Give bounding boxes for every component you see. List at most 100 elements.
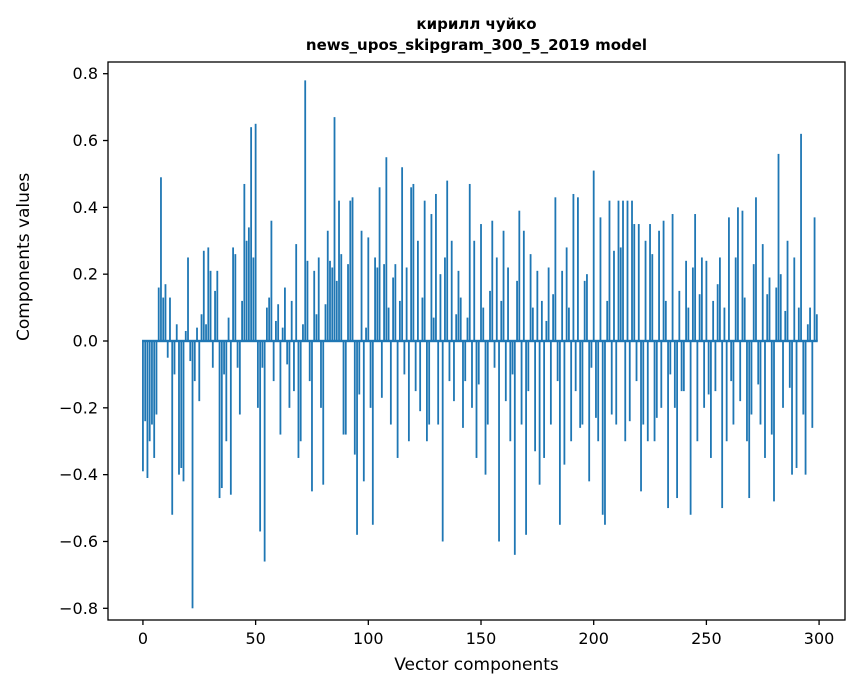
bar: [326, 230, 329, 341]
bar: [705, 260, 708, 341]
bar: [360, 230, 363, 341]
bar: [329, 260, 331, 341]
bar: [421, 297, 424, 341]
bar: [628, 341, 631, 422]
bar: [698, 294, 701, 341]
bar: [498, 341, 500, 542]
bar: [543, 341, 546, 458]
bar: [773, 341, 775, 502]
bar: [664, 300, 667, 341]
bar: [653, 341, 656, 442]
bar: [504, 341, 507, 402]
bar: [667, 341, 669, 509]
bar: [284, 287, 286, 341]
bar: [308, 341, 311, 382]
bar: [453, 341, 455, 402]
bar: [734, 257, 737, 341]
bar: [286, 341, 289, 365]
bar: [673, 341, 676, 408]
bar: [815, 314, 818, 341]
bar: [448, 341, 451, 382]
bar: [750, 341, 753, 415]
bar: [786, 240, 789, 341]
y-tick-label: −0.6: [59, 532, 98, 551]
bar: [538, 341, 541, 485]
bar: [471, 341, 473, 408]
bar: [441, 341, 444, 542]
chart-title-line2: news_upos_skipgram_300_5_2019 model: [305, 36, 648, 54]
y-tick-label: −0.2: [59, 398, 98, 417]
bar: [446, 180, 449, 341]
bar: [320, 341, 322, 408]
bar: [398, 300, 401, 341]
bar: [775, 287, 778, 341]
bar: [680, 341, 683, 392]
bar: [516, 280, 518, 341]
bar: [162, 297, 165, 341]
bar: [148, 341, 151, 442]
bar: [622, 200, 624, 341]
bar: [793, 257, 796, 341]
bar: [577, 197, 579, 341]
bar: [561, 270, 564, 341]
bar: [187, 257, 189, 341]
y-tick-label: 0.0: [73, 332, 98, 351]
bar: [633, 224, 636, 341]
bar: [205, 324, 207, 341]
bar: [604, 341, 606, 525]
bar: [317, 257, 320, 341]
bar: [545, 320, 548, 341]
bar: [662, 220, 665, 341]
bar: [685, 260, 687, 341]
bar: [247, 227, 250, 341]
bar: [151, 341, 153, 425]
bar: [293, 341, 295, 392]
bar: [383, 264, 385, 341]
x-tick-label: 200: [578, 629, 609, 648]
bar: [700, 257, 703, 341]
bar: [669, 341, 672, 375]
bar: [459, 297, 462, 341]
bar: [466, 317, 469, 341]
bar: [423, 200, 426, 341]
bar: [356, 341, 358, 535]
bar: [565, 247, 568, 341]
bar: [268, 297, 271, 341]
bar: [394, 264, 397, 341]
bar: [475, 341, 478, 458]
bar: [779, 274, 782, 341]
bar: [703, 341, 706, 408]
bar: [586, 274, 588, 341]
bar: [788, 341, 791, 388]
bar: [250, 127, 253, 341]
bar: [324, 304, 327, 341]
bar: [804, 341, 807, 475]
bar: [626, 200, 629, 341]
bar: [362, 341, 365, 482]
bar: [232, 247, 234, 341]
bar: [175, 324, 178, 341]
bar: [529, 254, 532, 341]
bar: [290, 300, 293, 341]
bar: [302, 324, 304, 341]
bar: [791, 341, 793, 475]
bar: [410, 187, 413, 341]
bar: [412, 183, 415, 341]
bar: [761, 244, 764, 341]
bar: [635, 341, 638, 382]
bar: [389, 341, 392, 425]
bar: [809, 307, 811, 341]
bar: [592, 170, 595, 341]
bar: [599, 217, 602, 341]
bar: [419, 341, 422, 412]
bar: [556, 341, 559, 382]
bar: [590, 341, 593, 368]
bar: [450, 240, 453, 341]
bar: [595, 341, 597, 418]
bar: [613, 250, 615, 341]
bar: [371, 341, 374, 525]
bar: [184, 330, 187, 341]
bar: [295, 244, 298, 341]
bar: [277, 304, 280, 341]
bar: [331, 267, 334, 341]
